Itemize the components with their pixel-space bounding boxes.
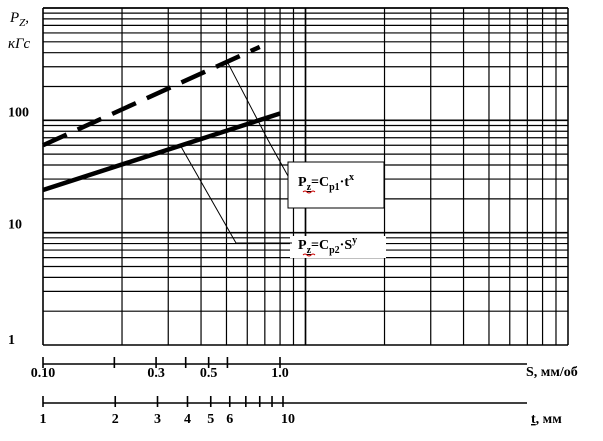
t-tick-label: 1	[40, 412, 47, 427]
formula-box	[287, 161, 385, 209]
leader-line-1	[226, 61, 289, 177]
s-tick-label: 0.5	[200, 366, 218, 381]
annotation-layer: Pz=Cp1·tx Pz=Cp2·Sy	[180, 61, 386, 258]
t-tick-label: 10	[281, 412, 295, 427]
t-tick-label: 6	[226, 412, 233, 427]
series-line-1	[42, 44, 261, 148]
leader-line-2	[180, 145, 292, 244]
t-axis-label: t, мм	[531, 412, 562, 427]
formula-box-2	[290, 236, 386, 258]
y-tick-label: 100	[8, 105, 29, 120]
formula-label-2: Pz=Cp2·Sy	[298, 235, 357, 256]
s-tick-label: 0.10	[31, 366, 56, 381]
series-line-2	[42, 111, 281, 193]
spellcheck-underline-2	[302, 253, 316, 257]
t-tick-label: 2	[112, 412, 119, 427]
t-tick-label: 4	[184, 412, 191, 427]
formula-label-1: Pz=Cp1·tx	[298, 172, 354, 193]
s-tick-label: 0.3	[147, 366, 165, 381]
s-tick-label: 1.0	[271, 366, 289, 381]
y-tick-label: 10	[8, 218, 22, 233]
s-axis-label: S, мм/об	[526, 365, 578, 380]
label-layer: PZ, кГс S, мм/об t, мм	[8, 10, 578, 427]
y-axis-title: PZ,	[9, 10, 29, 29]
series-layer	[42, 44, 281, 193]
spellcheck-underline-1	[302, 190, 316, 194]
t-tick-label: 3	[154, 412, 161, 427]
t-tick-label: 5	[207, 412, 214, 427]
y-axis-unit: кГс	[8, 36, 31, 52]
y-tick-label: 1	[8, 333, 15, 348]
axes-layer: 100 10 1 0.10 0.3 0.5 1.0 1 2 3 4 5 6 10	[8, 105, 527, 427]
